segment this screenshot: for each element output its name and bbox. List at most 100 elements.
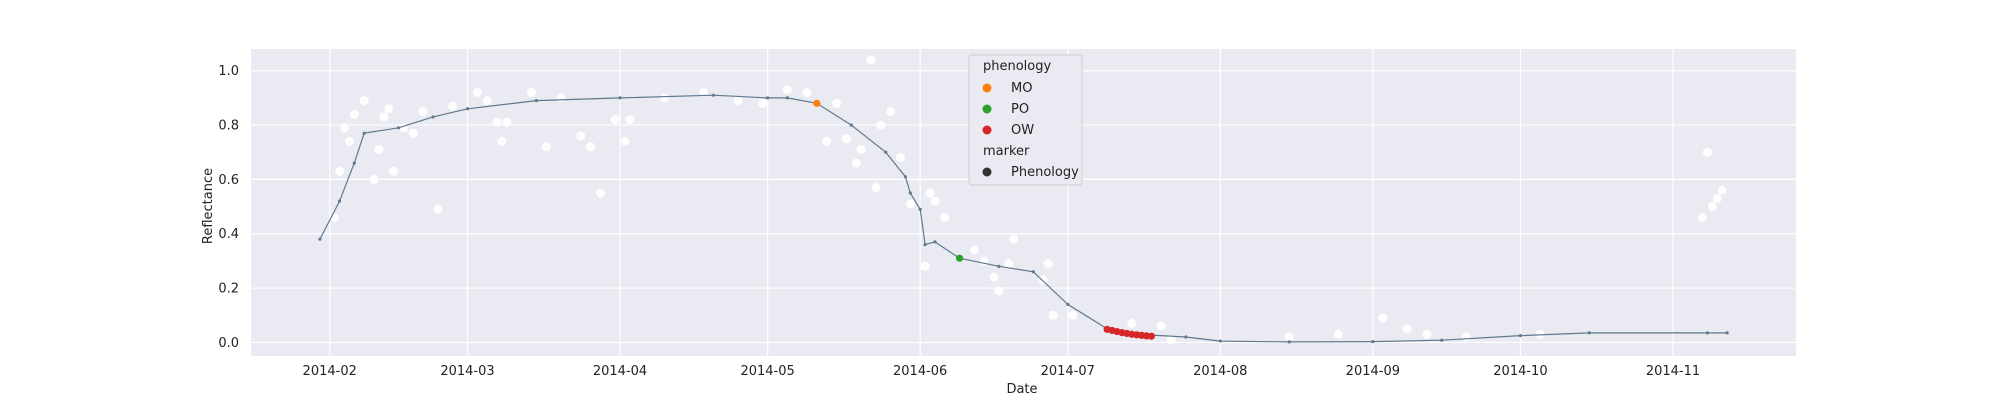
observation-points <box>330 55 1727 345</box>
observation-point <box>1712 193 1722 203</box>
legend-marker-phenology <box>982 167 992 177</box>
curve-point <box>1705 331 1710 335</box>
x-tick-label: 2014-07 <box>1041 364 1095 379</box>
curve-point <box>785 96 789 100</box>
curve-point <box>1725 331 1729 335</box>
curve-point <box>908 191 912 195</box>
phenology-markers <box>813 99 1156 340</box>
legend-marker-ow <box>982 125 992 135</box>
curve-point <box>1031 270 1035 274</box>
fitted-curve <box>318 93 1729 344</box>
observation-point <box>349 109 359 119</box>
observation-point <box>871 183 881 193</box>
curve-point <box>849 123 853 127</box>
observation-point <box>940 212 950 222</box>
observation-point <box>492 117 502 127</box>
legend-marker-po <box>982 104 992 114</box>
curve-point <box>431 115 435 119</box>
curve-point <box>465 107 470 111</box>
observation-point <box>876 120 886 130</box>
curve-point <box>1287 340 1291 344</box>
observation-point <box>374 145 384 155</box>
observation-point <box>339 123 349 133</box>
phenology-point-po <box>955 254 964 262</box>
curve-point <box>1184 335 1188 339</box>
observation-point <box>1402 324 1412 334</box>
x-tick-label: 2014-05 <box>740 364 794 379</box>
observation-point <box>1043 259 1053 269</box>
y-axis-label: Reflectance <box>201 168 216 244</box>
y-tick-label: 0.4 <box>218 227 239 242</box>
observation-point <box>994 286 1004 296</box>
observation-point <box>369 174 379 184</box>
x-tick-label: 2014-04 <box>593 364 647 379</box>
observation-point <box>1048 310 1058 320</box>
legend-box <box>968 54 1083 186</box>
curve-point <box>352 161 356 165</box>
curve-point <box>933 240 937 244</box>
observation-point <box>1698 212 1708 222</box>
observation-point <box>556 93 566 103</box>
curve-point <box>1218 339 1222 343</box>
curve-point <box>1518 334 1523 338</box>
legend-title-phenology: phenology <box>983 59 1051 74</box>
observation-point <box>1707 202 1717 212</box>
observation-point <box>1068 310 1078 320</box>
observation-point <box>1156 321 1166 331</box>
curve-point <box>1440 338 1444 342</box>
observation-point <box>1284 332 1294 342</box>
observation-point <box>920 261 930 271</box>
observation-point <box>1422 329 1432 339</box>
curve-point <box>1066 302 1070 306</box>
x-tick-label: 2014-02 <box>303 364 357 379</box>
y-tick-label: 0.8 <box>218 119 239 134</box>
observation-point <box>758 98 768 108</box>
observation-point <box>659 93 669 103</box>
phenology-point-ow <box>1147 332 1156 340</box>
curve-point <box>923 243 927 247</box>
curve-point <box>318 237 322 241</box>
observation-point <box>1333 329 1343 339</box>
x-tick-label: 2014-03 <box>440 364 494 379</box>
legend: phenology MO PO OW marker Phenology <box>968 54 1083 186</box>
legend-label-po: PO <box>1011 102 1029 117</box>
observation-point <box>497 136 507 146</box>
observation-point <box>822 136 832 146</box>
x-tick-label: 2014-06 <box>893 364 947 379</box>
observation-point <box>1038 275 1048 285</box>
observation-point <box>384 104 394 114</box>
observation-point <box>1004 259 1014 269</box>
observation-point <box>1166 335 1176 345</box>
observation-point <box>1127 318 1137 328</box>
observation-point <box>586 142 596 152</box>
observation-point <box>841 134 851 144</box>
observation-point <box>408 128 418 138</box>
observation-point <box>905 199 915 209</box>
legend-marker-mo <box>982 83 992 93</box>
x-tick-label: 2014-09 <box>1346 364 1400 379</box>
observation-point <box>895 153 905 163</box>
observation-point <box>802 87 812 97</box>
observation-point <box>433 204 443 214</box>
curve-point <box>903 175 908 179</box>
observation-point <box>925 188 935 198</box>
observation-point <box>930 196 940 206</box>
curve-point <box>1371 340 1375 344</box>
y-tick-label: 0.2 <box>218 282 239 297</box>
observation-point <box>886 106 896 116</box>
observation-point <box>625 115 635 125</box>
observation-point <box>1378 313 1388 323</box>
x-tick-label: 2014-10 <box>1493 364 1547 379</box>
curve-point <box>766 96 770 100</box>
observation-point <box>832 98 842 108</box>
observation-point <box>541 142 551 152</box>
observation-point <box>359 96 369 106</box>
observation-point <box>610 115 620 125</box>
legend-label-ow: OW <box>1011 123 1034 138</box>
y-tick-label: 0.0 <box>218 336 239 351</box>
observation-point <box>866 55 876 65</box>
y-axis-ticks: 0.0 0.2 0.4 0.6 0.8 1.0 <box>218 64 239 351</box>
observation-point <box>969 245 979 255</box>
